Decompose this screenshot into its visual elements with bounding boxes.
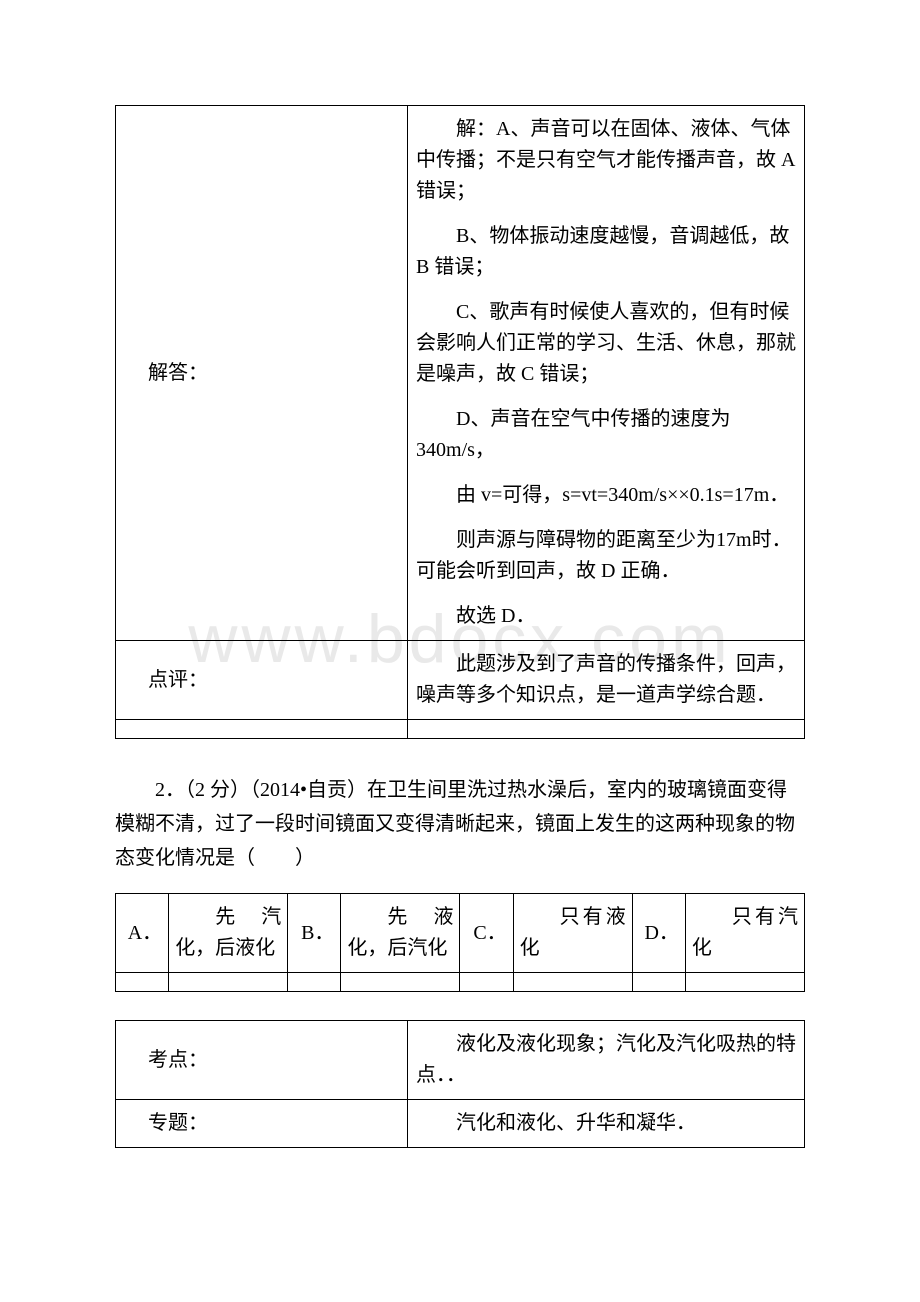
option-b-text: 先液化，后汽化 <box>341 894 460 973</box>
answer-p0: 解：A、声音可以在固体、液体、气体中传播；不是只有空气才能传播声音，故 A 错误… <box>416 114 796 207</box>
zhuanti-label: 专题： <box>116 1100 408 1148</box>
option-d-mark: D． <box>632 894 685 973</box>
option-d-text: 只有汽化 <box>685 894 804 973</box>
page-content: 解答： 解：A、声音可以在固体、液体、气体中传播；不是只有空气才能传播声音，故 … <box>115 105 805 1148</box>
zhuanti-value: 汽化和液化、升华和凝华． <box>408 1100 805 1148</box>
answer-label: 解答： <box>116 106 408 641</box>
question2-text: 2．（2 分）（2014•自贡）在卫生间里洗过热水澡后，室内的玻璃镜面变得模糊不… <box>115 773 805 875</box>
answer-p4: 由 v=可得，s=vt=340m/s××0.1s=17m． <box>416 480 796 511</box>
options-row: A． 先汽化，后液化 B． 先液化，后汽化 C． 只有液化 D． 只有汽化 <box>116 894 805 973</box>
kaodian-label: 考点： <box>116 1021 408 1100</box>
analysis-row-answer: 解答： 解：A、声音可以在固体、液体、气体中传播；不是只有空气才能传播声音，故 … <box>116 106 805 641</box>
option-b-mark: B． <box>288 894 341 973</box>
option-a-text: 先汽化，后液化 <box>169 894 288 973</box>
answer-p3: D、声音在空气中传播的速度为 340m/s， <box>416 404 796 466</box>
analysis-row-comment: 点评： 此题涉及到了声音的传播条件，回声，噪声等多个知识点，是一道声学综合题． <box>116 641 805 720</box>
options-empty-row <box>116 973 805 992</box>
kaodian-value: 液化及液化现象；汽化及汽化吸热的特点．． <box>408 1021 805 1100</box>
options-table: A． 先汽化，后液化 B． 先液化，后汽化 C． 只有液化 D． 只有汽化 <box>115 893 805 992</box>
meta-row-kaodian: 考点： 液化及液化现象；汽化及汽化吸热的特点．． <box>116 1021 805 1100</box>
answer-p5: 则声源与障碍物的距离至少为17m时．可能会听到回声，故 D 正确． <box>416 525 796 587</box>
meta-row-zhuanti: 专题： 汽化和液化、升华和凝华． <box>116 1100 805 1148</box>
answer-p2: C、歌声有时候使人喜欢的，但有时候会影响人们正常的学习、生活、休息，那就是噪声，… <box>416 297 796 390</box>
option-c-mark: C． <box>460 894 513 973</box>
option-a-mark: A． <box>116 894 169 973</box>
analysis-empty-row <box>116 720 805 739</box>
comment-value: 此题涉及到了声音的传播条件，回声，噪声等多个知识点，是一道声学综合题． <box>408 641 805 720</box>
meta-table: 考点： 液化及液化现象；汽化及汽化吸热的特点．． 专题： 汽化和液化、升华和凝华… <box>115 1020 805 1148</box>
comment-p0: 此题涉及到了声音的传播条件，回声，噪声等多个知识点，是一道声学综合题． <box>416 649 796 711</box>
answer-value: 解：A、声音可以在固体、液体、气体中传播；不是只有空气才能传播声音，故 A 错误… <box>408 106 805 641</box>
analysis-table: 解答： 解：A、声音可以在固体、液体、气体中传播；不是只有空气才能传播声音，故 … <box>115 105 805 739</box>
answer-p1: B、物体振动速度越慢，音调越低，故 B 错误； <box>416 221 796 283</box>
answer-p6: 故选 D． <box>416 601 796 632</box>
spacer <box>115 992 805 1020</box>
comment-label: 点评： <box>116 641 408 720</box>
option-c-text: 只有液化 <box>513 894 632 973</box>
